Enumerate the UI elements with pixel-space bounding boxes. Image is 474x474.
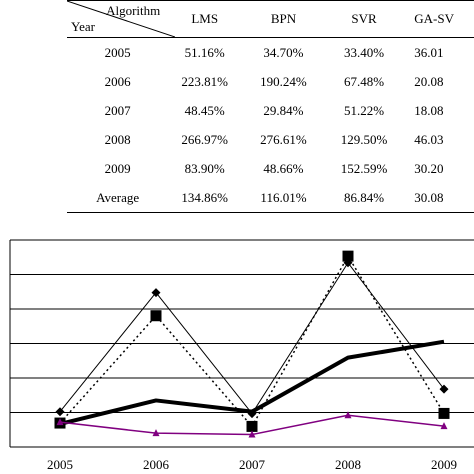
table-cell: 20.08	[414, 73, 444, 89]
diagonal-divider	[67, 1, 175, 37]
results-table: Algorithm Year LMS BPN SVR GA-SV 2005 51…	[67, 0, 474, 213]
x-tick-label: 2009	[431, 457, 457, 472]
table-cell: 276.61%	[260, 131, 307, 147]
series-line-svr	[59, 339, 445, 426]
column-header-gasv: GA-SV	[402, 0, 474, 38]
x-tick-label: 2006	[143, 457, 170, 472]
table-cell: 86.84%	[325, 183, 403, 213]
series-line-lms	[59, 262, 445, 415]
table-cell: 51.16%	[184, 44, 225, 60]
data-point-bpn	[342, 250, 354, 262]
table-cell: 30.20	[414, 160, 444, 176]
x-tick-label: 2008	[335, 457, 361, 472]
table-cell: 129.50%	[340, 131, 388, 147]
chart-series	[54, 250, 450, 438]
data-point-lms	[151, 288, 161, 298]
row-year: 2005	[104, 44, 131, 60]
row-year: 2007	[104, 102, 131, 118]
data-point-gasv	[248, 430, 256, 438]
table-cell: 83.90%	[184, 160, 225, 176]
table-cell: 152.59%	[340, 160, 388, 176]
column-header-svr: SVR	[325, 0, 403, 38]
table-cell: 29.84%	[263, 102, 304, 118]
table-cell: 48.66%	[263, 160, 304, 176]
table-cell: 134.86%	[168, 183, 242, 213]
table-header-row: Algorithm Year LMS BPN SVR GA-SV	[67, 0, 474, 38]
column-header-lms: LMS	[168, 0, 242, 38]
error-line-chart: 2005 2006 2007 2008 2009	[9, 239, 474, 472]
table-row: 2005 51.16% 34.70% 33.40% 36.01	[67, 38, 474, 68]
table-header-corner: Algorithm Year	[67, 0, 175, 38]
table-cell: 33.40%	[343, 44, 385, 60]
data-point-lms	[55, 407, 65, 417]
x-tick-label: 2005	[47, 457, 73, 472]
table-row: 2007 48.45% 29.84% 51.22% 18.08	[67, 96, 474, 125]
x-axis-ticks: 2005 2006 2007 2008 2009	[47, 457, 457, 472]
table-cell: 67.48%	[343, 73, 385, 89]
table-row: 2006 223.81% 190.24% 67.48% 20.08	[67, 67, 474, 96]
table-cell: 30.08	[402, 183, 474, 213]
header-algorithm: Algorithm	[106, 3, 161, 18]
data-point-bpn	[246, 420, 258, 432]
table-cell: 48.45%	[184, 102, 225, 118]
table-cell: 51.22%	[343, 102, 385, 118]
table-row: 2009 83.90% 48.66% 152.59% 30.20	[67, 154, 474, 183]
row-year: 2008	[104, 131, 131, 147]
x-tick-label: 2007	[239, 457, 266, 472]
data-point-gasv	[56, 418, 64, 426]
row-year: 2009	[104, 160, 131, 176]
data-point-gasv	[344, 411, 352, 419]
row-year: 2006	[104, 73, 131, 89]
table-cell: 36.01	[414, 44, 444, 60]
data-point-bpn	[150, 310, 162, 322]
series-line-bpn	[59, 255, 445, 428]
header-year: Year	[71, 19, 95, 34]
table-cell: 266.97%	[181, 131, 229, 147]
table-row: 2008 266.97% 276.61% 129.50% 46.03	[67, 125, 474, 154]
data-point-gasv	[152, 429, 160, 437]
table-cell: 18.08	[414, 102, 444, 118]
table-cell: 46.03	[414, 131, 444, 147]
table-cell: 223.81%	[181, 73, 229, 89]
table-cell: 34.70%	[263, 44, 304, 60]
table-cell: 116.01%	[241, 183, 326, 213]
data-point-bpn	[438, 407, 450, 419]
table-cell: 190.24%	[260, 73, 307, 89]
row-year: Average	[67, 183, 169, 213]
table-row-average: Average 134.86% 116.01% 86.84% 30.08	[67, 183, 474, 213]
results-table-region: Algorithm Year LMS BPN SVR GA-SV 2005 51…	[0, 0, 474, 215]
data-point-lms	[439, 384, 449, 394]
data-point-gasv	[440, 422, 448, 430]
column-header-bpn: BPN	[241, 0, 326, 38]
